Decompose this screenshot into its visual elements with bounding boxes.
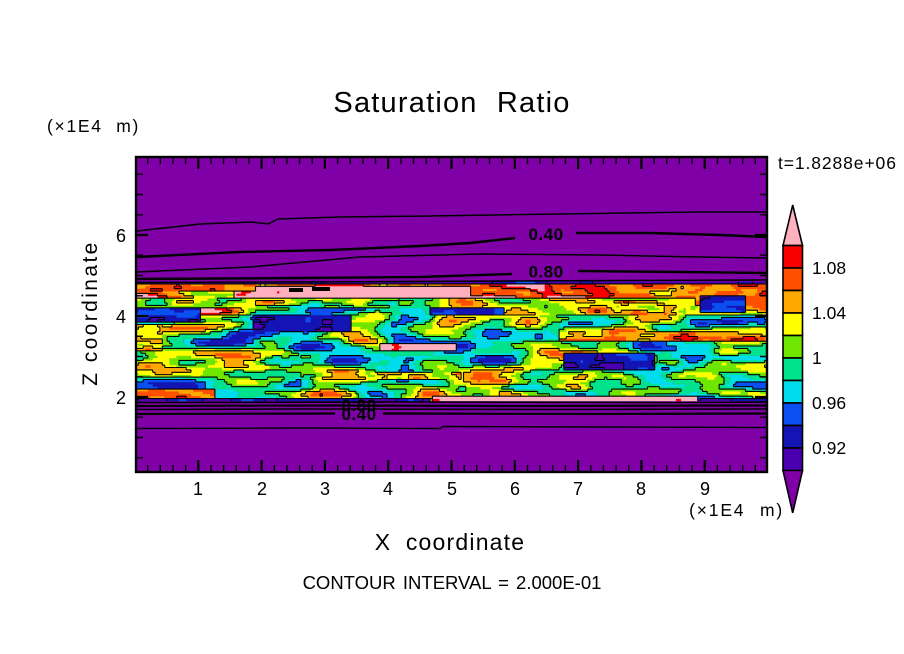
svg-text:0.80: 0.80 [528, 263, 563, 282]
svg-text:t=1.8288e+06: t=1.8288e+06 [778, 153, 897, 173]
svg-text:6: 6 [116, 226, 126, 246]
svg-text:4: 4 [383, 479, 393, 499]
svg-text:2: 2 [257, 479, 267, 499]
svg-text:1.08: 1.08 [812, 258, 846, 278]
svg-text:6: 6 [510, 479, 520, 499]
svg-text:1: 1 [812, 348, 822, 368]
svg-text:1: 1 [193, 479, 203, 499]
svg-text:Saturation Ratio: Saturation Ratio [333, 87, 570, 119]
svg-text:0.40: 0.40 [528, 225, 563, 244]
svg-text:0.92: 0.92 [812, 438, 846, 458]
svg-text:CONTOUR INTERVAL = 2.000E-01: CONTOUR INTERVAL = 2.000E-01 [303, 572, 602, 593]
svg-text:2: 2 [116, 388, 126, 408]
svg-text:8: 8 [636, 479, 646, 499]
svg-text:0.96: 0.96 [812, 393, 846, 413]
svg-text:5: 5 [447, 479, 457, 499]
svg-text:7: 7 [573, 479, 583, 499]
svg-text:3: 3 [320, 479, 330, 499]
svg-text:(×1E4 m): (×1E4 m) [689, 500, 784, 520]
svg-text:1.04: 1.04 [812, 303, 846, 323]
svg-text:Z coordinate: Z coordinate [79, 240, 102, 386]
svg-text:(×1E4 m): (×1E4 m) [47, 116, 140, 136]
svg-text:4: 4 [116, 307, 126, 327]
svg-text:9: 9 [700, 479, 710, 499]
svg-text:0.80: 0.80 [341, 396, 376, 415]
svg-text:0.40: 0.40 [341, 405, 376, 424]
svg-text:X coordinate: X coordinate [375, 529, 526, 555]
